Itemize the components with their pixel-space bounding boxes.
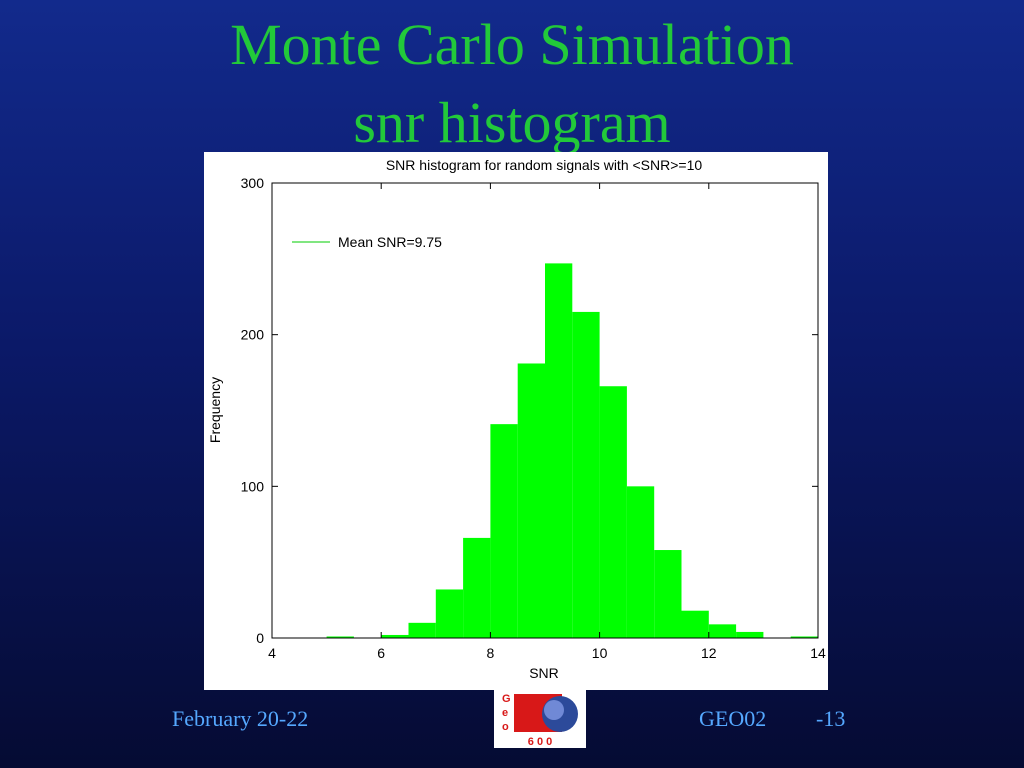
- histogram-bar: [326, 636, 354, 638]
- y-tick-label: 300: [241, 175, 265, 191]
- histogram-bar: [681, 610, 709, 638]
- geo600-logo: G e o 6 0 0: [494, 690, 586, 748]
- plot-frame: [271, 182, 819, 639]
- footer-page-number: -13: [816, 706, 846, 731]
- y-tick-label: 0: [256, 630, 264, 646]
- logo-letter: e: [502, 707, 508, 719]
- histogram-bar: [408, 622, 436, 638]
- bars-group: [326, 263, 818, 638]
- y-tick-label: 100: [241, 478, 265, 494]
- histogram-bar: [435, 589, 464, 638]
- histogram-bar: [572, 311, 600, 638]
- histogram-bar: [545, 263, 573, 638]
- x-tick-label: 6: [377, 645, 385, 661]
- histogram-bar: [381, 634, 409, 638]
- chart-svg: SNR histogram for random signals with <S…: [207, 157, 826, 681]
- x-tick-label: 8: [487, 645, 495, 661]
- x-tick-label: 14: [810, 645, 826, 661]
- chart-xlabel: SNR: [529, 665, 559, 681]
- histogram-bar: [463, 537, 491, 638]
- histogram-bar: [599, 386, 627, 638]
- geo600-logo-graphic: G e o 6 0 0: [494, 690, 586, 748]
- chart-ylabel: Frequency: [207, 377, 223, 443]
- footer-conference: GEO02: [699, 706, 767, 731]
- histogram-bar: [517, 363, 545, 638]
- snr-histogram-chart: SNR histogram for random signals with <S…: [204, 152, 828, 690]
- x-tick-label: 10: [592, 645, 608, 661]
- chart-title: SNR histogram for random signals with <S…: [386, 157, 703, 173]
- footer-date: February 20-22: [172, 706, 309, 731]
- x-tick-label: 4: [268, 645, 276, 661]
- slide-title-line1: Monte Carlo Simulation: [230, 12, 794, 77]
- histogram-bar: [490, 424, 518, 638]
- histogram-bar: [736, 631, 764, 638]
- y-tick-label: 200: [241, 327, 265, 343]
- histogram-bar: [708, 624, 737, 638]
- x-tick-label: 12: [701, 645, 717, 661]
- logo-number: 6 0 0: [528, 736, 552, 748]
- histogram-bar: [654, 550, 682, 638]
- slide-title-line2: snr histogram: [353, 90, 671, 155]
- histogram-bar: [626, 486, 655, 638]
- legend-label: Mean SNR=9.75: [338, 234, 442, 250]
- histogram-bar: [790, 636, 818, 638]
- logo-letter: o: [502, 721, 509, 733]
- logo-letter: G: [502, 693, 511, 705]
- ticks-group: 4 6 8 10 12 14 0 100 200 300: [241, 175, 826, 661]
